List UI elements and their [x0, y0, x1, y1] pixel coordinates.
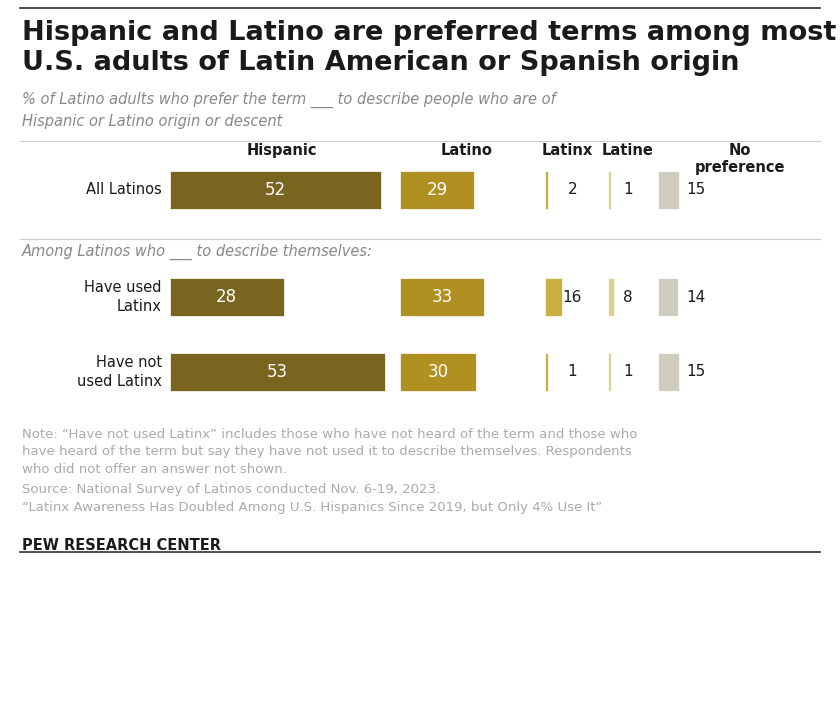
Bar	[170, 171, 381, 209]
Bar	[545, 353, 548, 391]
Text: Hispanic: Hispanic	[247, 143, 318, 158]
Text: 1: 1	[623, 182, 633, 197]
Text: Have used
Latinx: Have used Latinx	[85, 280, 162, 314]
Text: 15: 15	[686, 182, 705, 197]
Bar	[658, 278, 678, 316]
Text: 52: 52	[265, 181, 286, 199]
Bar	[400, 353, 476, 391]
Text: Hispanic and Latino are preferred terms among most
U.S. adults of Latin American: Hispanic and Latino are preferred terms …	[22, 20, 837, 76]
Text: 14: 14	[686, 289, 705, 305]
Text: 53: 53	[267, 363, 288, 381]
Bar	[658, 171, 680, 209]
Bar	[400, 278, 484, 316]
Bar	[658, 353, 680, 391]
Text: 8: 8	[623, 289, 633, 305]
Text: PEW RESEARCH CENTER: PEW RESEARCH CENTER	[22, 538, 221, 553]
Text: Have not
used Latinx: Have not used Latinx	[77, 355, 162, 389]
Text: Latino: Latino	[441, 143, 493, 158]
Text: 2: 2	[568, 182, 577, 197]
Text: Note: “Have not used Latinx” includes those who have not heard of the term and t: Note: “Have not used Latinx” includes th…	[22, 428, 638, 476]
Text: 1: 1	[623, 364, 633, 379]
Text: No
preference: No preference	[695, 143, 785, 176]
Bar	[545, 278, 562, 316]
Bar	[608, 353, 611, 391]
Text: 15: 15	[686, 364, 705, 379]
Text: 29: 29	[427, 181, 448, 199]
Bar	[608, 171, 611, 209]
Text: Latine: Latine	[602, 143, 654, 158]
Text: All Latinos: All Latinos	[87, 182, 162, 197]
Text: 28: 28	[216, 288, 238, 306]
Text: Among Latinos who ___ to describe themselves:: Among Latinos who ___ to describe themse…	[22, 244, 373, 260]
Bar	[170, 353, 385, 391]
Text: 1: 1	[568, 364, 577, 379]
Bar	[608, 278, 614, 316]
Text: 30: 30	[428, 363, 449, 381]
Text: % of Latino adults who prefer the term ___ to describe people who are of
Hispani: % of Latino adults who prefer the term _…	[22, 92, 556, 129]
Bar	[400, 171, 474, 209]
Text: Latinx: Latinx	[541, 143, 593, 158]
Text: 16: 16	[563, 289, 582, 305]
Text: Source: National Survey of Latinos conducted Nov. 6-19, 2023.
“Latinx Awareness : Source: National Survey of Latinos condu…	[22, 483, 602, 513]
Bar	[170, 278, 284, 316]
Bar	[545, 171, 548, 209]
Text: 33: 33	[432, 288, 453, 306]
